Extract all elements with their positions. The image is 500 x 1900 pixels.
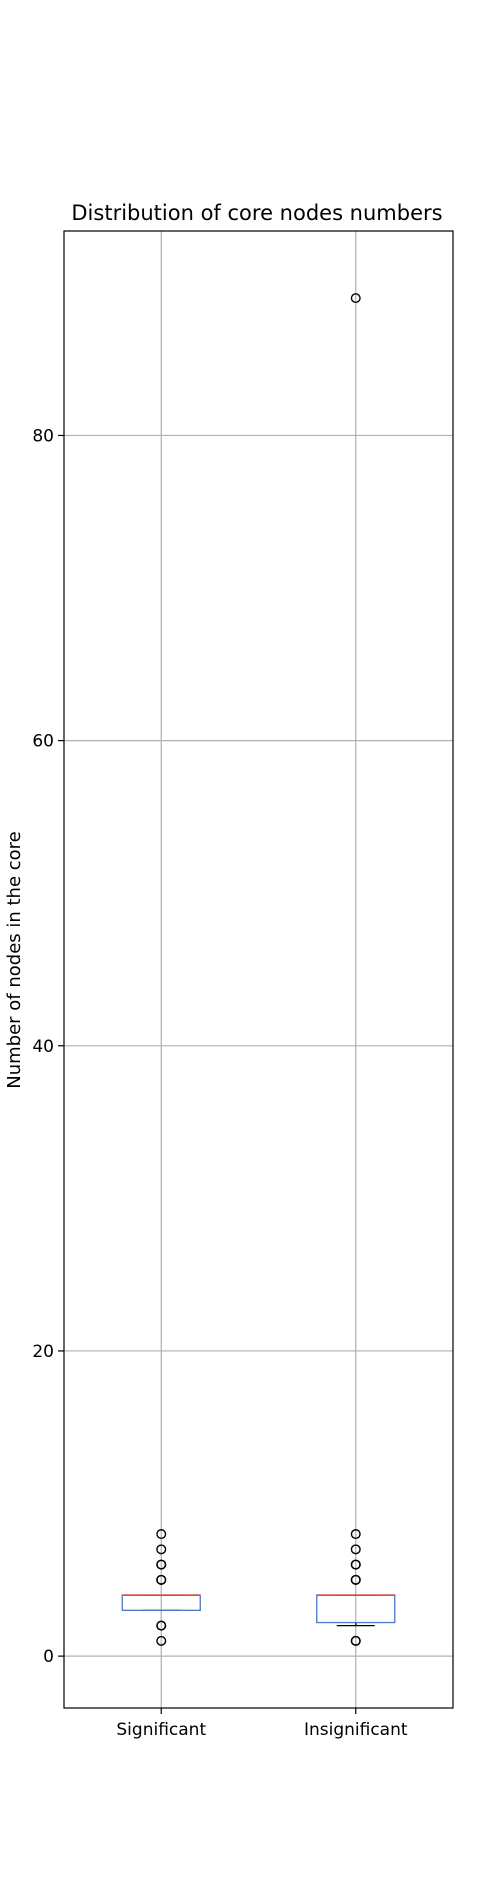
y-tick-label: 60 [32,732,54,752]
y-tick-label: 20 [32,1342,54,1362]
chart-title: Distribution of core nodes numbers [71,201,442,225]
outlier-point [156,1574,167,1585]
box-group-insignificant [316,293,396,1646]
y-tick-label: 80 [32,426,54,446]
y-axis-label: Number of nodes in the core [4,831,25,1089]
x-tick-label-significant: Significant [116,1720,206,1740]
outlier-point [156,1559,167,1570]
outlier-point [350,1635,361,1646]
outlier-point [350,1529,361,1540]
outlier-point [350,1574,361,1585]
outlier-point [350,1559,361,1570]
box-layer [121,293,396,1646]
outlier-point [156,1544,167,1555]
y-tick-label: 0 [43,1647,54,1667]
tick-layer: 0 20 40 60 80 Significant Insignificant [32,426,408,1740]
grid-layer [64,231,453,1708]
x-tick-label-insignificant: Insignificant [304,1720,408,1740]
outlier-point [350,293,361,304]
outlier-point [156,1529,167,1540]
box-group-significant [121,1529,201,1646]
plot-frame [63,230,454,1709]
outlier-point [156,1620,167,1631]
outlier-point [350,1544,361,1555]
y-tick-label: 40 [32,1037,54,1057]
outlier-point [156,1635,167,1646]
